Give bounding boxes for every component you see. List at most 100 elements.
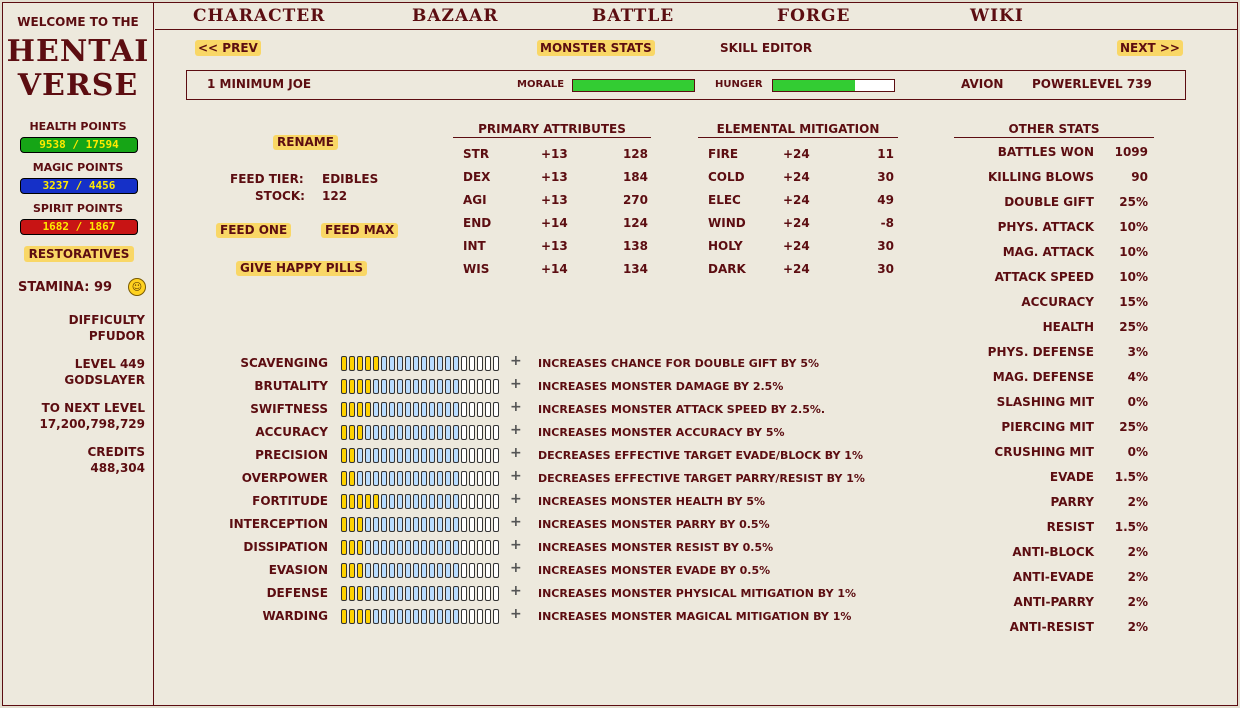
skill-description: Increases monster evade by 0.5% xyxy=(538,564,771,577)
skill-pip xyxy=(349,356,355,371)
skill-pip xyxy=(469,540,475,555)
skill-pip xyxy=(373,586,379,601)
skill-pip xyxy=(469,494,475,509)
skill-description: Increases monster parry by 0.5% xyxy=(538,518,770,531)
other-stat-value: 1.5% xyxy=(1114,470,1148,484)
prev-button[interactable]: << Prev xyxy=(195,40,261,56)
skill-pip xyxy=(365,609,371,624)
sidebar: Welcome to the HENTAI VERSE Health point… xyxy=(2,2,154,706)
other-stat-label: Phys. Defense xyxy=(987,345,1094,359)
skill-pip xyxy=(477,379,483,394)
element-value: 11 xyxy=(877,147,894,161)
element-value: 30 xyxy=(877,170,894,184)
element-bonus: +24 xyxy=(783,262,810,276)
skill-level-pips xyxy=(341,471,501,486)
skill-pip xyxy=(421,586,427,601)
skill-pip xyxy=(445,609,451,624)
monster-stats-tab[interactable]: Monster Stats xyxy=(537,40,655,56)
other-stat-label: Health xyxy=(1042,320,1094,334)
element-value: 30 xyxy=(877,262,894,276)
other-stat-value: 2% xyxy=(1127,495,1148,509)
hunger-label: Hunger xyxy=(715,79,763,90)
feed-max-button[interactable]: Feed Max xyxy=(321,223,399,238)
skill-pip xyxy=(461,356,467,371)
skill-editor-tab[interactable]: Skill Editor xyxy=(720,41,813,55)
skill-pip xyxy=(341,586,347,601)
skill-pip xyxy=(469,402,475,417)
skill-pip xyxy=(493,563,499,578)
plus-icon[interactable]: + xyxy=(510,445,522,461)
nav-wiki[interactable]: Wiki xyxy=(970,6,1024,26)
feed-tier-value[interactable]: Edibles xyxy=(322,172,379,186)
plus-icon[interactable]: + xyxy=(510,514,522,530)
skill-pip xyxy=(477,471,483,486)
skill-pip xyxy=(389,402,395,417)
skill-pip xyxy=(469,586,475,601)
skill-pip xyxy=(365,494,371,509)
skill-pip xyxy=(349,402,355,417)
skill-pip xyxy=(365,425,371,440)
other-stat-value: 10% xyxy=(1119,220,1148,234)
skill-pip xyxy=(389,448,395,463)
skill-pip xyxy=(461,471,467,486)
plus-icon[interactable]: + xyxy=(510,491,522,507)
skill-pip xyxy=(421,563,427,578)
skill-pip xyxy=(389,563,395,578)
skill-pip xyxy=(341,402,347,417)
skill-pip xyxy=(357,517,363,532)
elemental-mitigation-header: Elemental Mitigation xyxy=(698,122,898,138)
skill-level-pips xyxy=(341,448,501,463)
feed-one-button[interactable]: Feed One xyxy=(216,223,292,238)
hunger-fill xyxy=(773,80,856,91)
skill-description: Decreases effective target parry/resist … xyxy=(538,472,865,485)
next-button[interactable]: Next >> xyxy=(1117,40,1183,56)
plus-icon[interactable]: + xyxy=(510,537,522,553)
skill-pip xyxy=(437,586,443,601)
attr-name: INT xyxy=(463,239,486,253)
plus-icon[interactable]: + xyxy=(510,376,522,392)
skill-pip xyxy=(493,471,499,486)
other-stat-value: 0% xyxy=(1127,445,1148,459)
skill-pip xyxy=(453,425,459,440)
other-stat-value: 25% xyxy=(1119,320,1148,334)
skill-pip xyxy=(469,563,475,578)
skill-pip xyxy=(413,379,419,394)
skill-pip xyxy=(373,609,379,624)
plus-icon[interactable]: + xyxy=(510,399,522,415)
plus-icon[interactable]: + xyxy=(510,468,522,484)
skill-pip xyxy=(413,402,419,417)
skill-pip xyxy=(445,563,451,578)
skill-pip xyxy=(365,471,371,486)
difficulty-label: Difficulty xyxy=(68,313,145,327)
skill-pip xyxy=(453,517,459,532)
give-happy-pills-button[interactable]: Give Happy Pills xyxy=(236,261,367,276)
plus-icon[interactable]: + xyxy=(510,353,522,369)
nav-forge[interactable]: Forge xyxy=(777,6,851,26)
nav-battle[interactable]: Battle xyxy=(592,6,675,26)
other-stat-value: 25% xyxy=(1119,420,1148,434)
nav-bazaar[interactable]: Bazaar xyxy=(412,6,499,26)
skill-pip xyxy=(477,448,483,463)
element-value: -8 xyxy=(880,216,894,230)
skill-pip xyxy=(397,402,403,417)
rename-button[interactable]: Rename xyxy=(273,135,338,150)
restoratives-button[interactable]: Restoratives xyxy=(24,246,134,262)
skill-pip xyxy=(397,517,403,532)
skill-pip xyxy=(437,471,443,486)
skill-pip xyxy=(485,471,491,486)
skill-pip xyxy=(381,609,387,624)
nav-character[interactable]: Character xyxy=(193,6,326,26)
skill-level-pips xyxy=(341,356,501,371)
skill-pip xyxy=(477,425,483,440)
skill-pip xyxy=(429,517,435,532)
skill-pip xyxy=(413,517,419,532)
plus-icon[interactable]: + xyxy=(510,422,522,438)
plus-icon[interactable]: + xyxy=(510,560,522,576)
skill-pip xyxy=(421,609,427,624)
plus-icon[interactable]: + xyxy=(510,606,522,622)
plus-icon[interactable]: + xyxy=(510,583,522,599)
other-stat-value: 15% xyxy=(1119,295,1148,309)
skill-pip xyxy=(373,448,379,463)
skill-pip xyxy=(461,586,467,601)
skill-pip xyxy=(453,609,459,624)
